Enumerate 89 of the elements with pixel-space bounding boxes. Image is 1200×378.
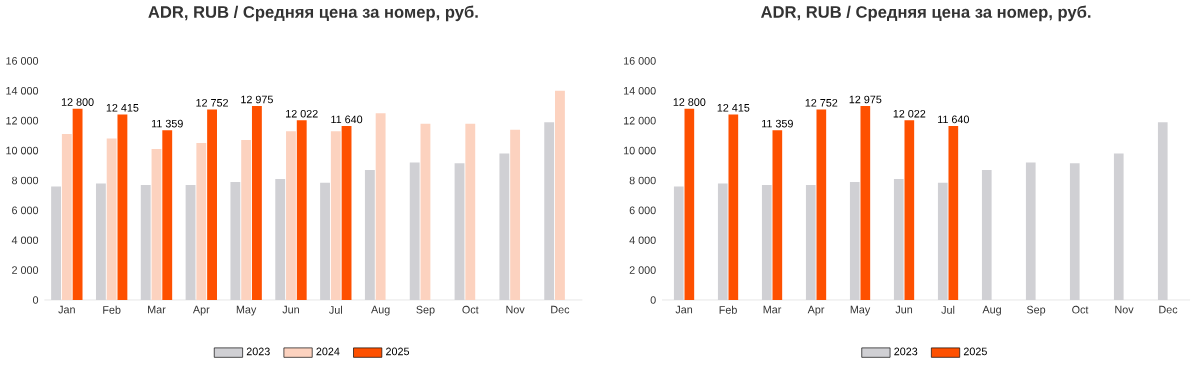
legend-label: 2025 — [386, 347, 410, 356]
bar — [375, 113, 386, 301]
y-tick-label: 12 000 — [624, 117, 656, 125]
data-label: 12 752 — [805, 99, 838, 107]
bar — [420, 123, 431, 301]
bar — [510, 129, 521, 301]
data-label: 12 975 — [241, 95, 273, 104]
x-tick-label: Aug — [982, 306, 1001, 316]
x-tick-label: Aug — [371, 306, 390, 316]
bar — [117, 114, 128, 301]
bar — [555, 90, 565, 301]
data-label: 12 975 — [849, 95, 882, 104]
bar — [772, 130, 783, 301]
y-tick-label: 14 000 — [624, 87, 656, 95]
x-tick-label: Feb — [719, 306, 737, 314]
legend-label: 2023 — [894, 347, 918, 356]
y-tick-label: 4 000 — [11, 236, 39, 245]
data-label: 11 640 — [938, 115, 969, 124]
x-tick-label: Jul — [329, 306, 342, 314]
bar — [948, 126, 959, 301]
x-tick-label: Dec — [551, 306, 570, 314]
bar — [816, 109, 827, 301]
x-tick-label: May — [236, 306, 257, 316]
y-tick-label: 10 000 — [6, 146, 39, 155]
bar — [251, 106, 262, 301]
y-tick-label: 16 000 — [624, 57, 656, 65]
y-tick-label: 10 000 — [624, 146, 656, 155]
x-tick-label: Sep — [1026, 306, 1046, 316]
data-label: 11 359 — [762, 119, 793, 128]
y-tick-label: 6 000 — [629, 206, 656, 215]
bar — [241, 140, 252, 301]
x-tick-label: May — [850, 306, 871, 316]
x-tick-label: Apr — [192, 306, 210, 316]
data-label: 12 415 — [717, 104, 750, 112]
x-tick-label: Jun — [895, 306, 913, 314]
y-tick-label: 0 — [32, 296, 39, 304]
y-tick-label: 12 000 — [6, 117, 39, 125]
data-label: 12 022 — [286, 110, 318, 118]
y-tick-label: 2 000 — [629, 266, 656, 275]
x-tick-label: Sep — [416, 306, 435, 316]
bar — [684, 108, 695, 301]
x-tick-label: Mar — [763, 306, 782, 314]
x-tick-label: Jan — [58, 306, 75, 314]
data-label: 11 640 — [331, 115, 363, 124]
legend-label: 2024 — [316, 347, 340, 356]
x-tick-label: Mar — [148, 306, 166, 314]
y-tick-label: 0 — [650, 296, 656, 304]
y-tick-label: 2 000 — [12, 266, 39, 275]
y-tick-label: 14 000 — [6, 87, 39, 95]
bar — [286, 131, 296, 301]
x-tick-label: Oct — [1072, 306, 1089, 314]
x-tick-label: Jan — [675, 306, 693, 314]
data-label: 12 800 — [673, 98, 706, 107]
bar — [61, 134, 72, 301]
bar — [341, 126, 352, 301]
bar — [904, 120, 915, 301]
y-tick-label: 8 000 — [629, 176, 656, 185]
chart-title: ADR, RUB / Средняя цена за номер, руб. — [760, 5, 1091, 22]
bar — [207, 109, 217, 301]
x-tick-label: Apr — [807, 306, 825, 316]
chart-title: ADR, RUB / Средняя цена за номер, руб. — [148, 5, 478, 22]
data-label: 11 359 — [151, 119, 183, 128]
x-tick-label: Nov — [1115, 306, 1134, 314]
x-tick-label: Oct — [462, 306, 479, 314]
bar — [106, 138, 117, 301]
y-tick-label: 16 000 — [6, 57, 39, 65]
y-tick-label: 4 000 — [629, 236, 656, 245]
x-tick-label: Nov — [506, 306, 525, 314]
bar — [330, 131, 341, 301]
data-label: 12 800 — [61, 98, 94, 107]
x-tick-label: Jul — [941, 306, 955, 314]
data-label: 12 022 — [893, 110, 926, 118]
x-tick-label: Dec — [1159, 306, 1178, 314]
bar — [162, 130, 173, 301]
y-tick-label: 8 000 — [12, 176, 39, 185]
bar — [860, 106, 871, 301]
data-label: 12 415 — [106, 104, 139, 112]
bar — [465, 123, 476, 301]
bar — [196, 143, 207, 301]
legend-label: 2023 — [246, 347, 270, 356]
x-tick-label: Feb — [103, 306, 121, 314]
bar — [72, 108, 83, 301]
data-label: 12 752 — [196, 99, 228, 107]
bar — [151, 149, 162, 301]
legend-label: 2025 — [963, 347, 987, 356]
y-tick-label: 6 000 — [12, 206, 39, 215]
x-tick-label: Jun — [282, 306, 299, 314]
bar — [728, 114, 739, 301]
bar — [296, 120, 307, 301]
